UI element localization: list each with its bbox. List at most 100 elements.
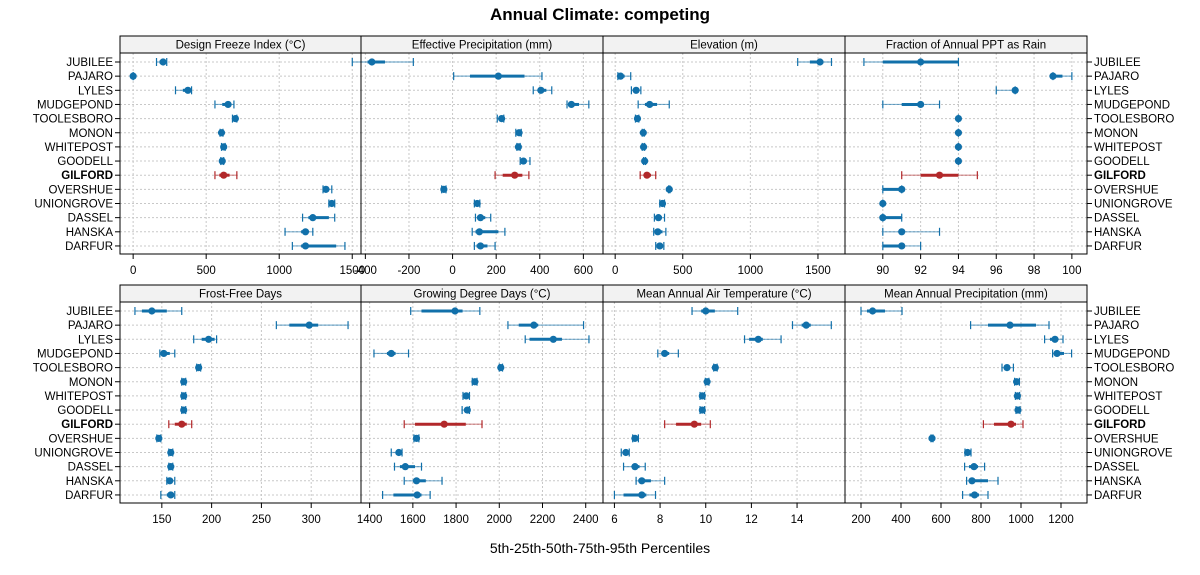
data-row-uniongrove (658, 199, 667, 208)
x-tick-label: 1500 (805, 265, 831, 277)
data-row-whitepost (220, 142, 228, 151)
data-row-gilford (403, 420, 483, 429)
data-row-dassel (879, 213, 903, 222)
data-row-goodell (641, 157, 649, 166)
x-tick-label: 0 (130, 265, 136, 277)
x-tick-label: 0 (612, 265, 618, 277)
row-label-left: HANSKA (66, 227, 114, 239)
row-label-left: DARFUR (65, 490, 113, 502)
data-row-overshue (440, 185, 448, 194)
median-point (475, 228, 483, 236)
x-tick-label: 6 (611, 514, 617, 526)
data-row-dassel (963, 462, 986, 471)
data-row-overshue (322, 185, 333, 194)
median-point (167, 448, 175, 457)
data-row-toolesboro (1001, 363, 1015, 372)
data-row-mudgepond (637, 100, 670, 109)
data-row-mudgepond (373, 349, 410, 358)
median-point (702, 307, 710, 315)
median-point (654, 214, 663, 222)
data-row-uniongrove (879, 199, 887, 208)
data-row-lyles (193, 335, 218, 344)
median-point (639, 143, 648, 151)
x-tick-label: -200 (397, 265, 420, 277)
x-tick-label: 8 (657, 514, 663, 526)
x-tick-label: 96 (990, 265, 1003, 277)
row-label-right: DASSEL (1094, 213, 1140, 225)
x-tick-label: 150 (152, 514, 171, 526)
panel-border (119, 52, 362, 255)
median-point (1006, 321, 1014, 329)
x-tick-label: 400 (530, 265, 549, 277)
row-label-left: WHITEPOST (45, 391, 113, 403)
row-label-left: LYLES (78, 334, 113, 346)
data-row-goodell (1014, 406, 1022, 415)
data-row-mudgepond (214, 100, 235, 109)
median-point (218, 157, 226, 165)
x-tick-label: 94 (952, 265, 965, 277)
panel: Design Freeze Index (°C) 0 500 1000 1500 (119, 35, 365, 277)
row-label-right: LYLES (1094, 334, 1129, 346)
data-row-hanska (635, 476, 666, 485)
data-row-lyles (532, 86, 553, 95)
x-tick-label: 1800 (443, 514, 469, 526)
data-row-hanska (284, 227, 314, 236)
median-point (632, 86, 640, 94)
panel-title: Frost-Free Days (199, 289, 282, 301)
data-row-goodell (180, 406, 188, 415)
median-point (205, 335, 213, 343)
median-point (220, 171, 228, 179)
data-row-dassel (301, 213, 336, 222)
data-row-hanska (471, 227, 506, 236)
data-row-whitepost (462, 391, 471, 400)
data-row-pajaro (616, 72, 632, 81)
data-row-uniongrove (964, 448, 972, 457)
data-row-toolesboro (496, 114, 506, 123)
chart-title: Annual Climate: competing (489, 5, 711, 24)
data-row-gilford (214, 171, 238, 180)
row-label-left: DARFUR (65, 241, 113, 253)
median-point (646, 100, 654, 109)
row-label-left: LYLES (78, 85, 113, 97)
data-row-toolesboro (231, 114, 239, 123)
median-point (440, 420, 448, 428)
median-point (494, 72, 502, 80)
median-point (301, 242, 310, 250)
median-point (1013, 392, 1022, 400)
data-row-gilford (982, 420, 1024, 429)
data-row-monon (1013, 377, 1021, 386)
panel-border (119, 301, 362, 504)
data-row-uniongrove (473, 199, 481, 208)
data-row-gilford (168, 420, 193, 429)
median-point (567, 100, 575, 109)
data-row-toolesboro (195, 363, 203, 372)
x-tick-label: 200 (202, 514, 221, 526)
row-label-right: UNIONGROVE (1094, 199, 1173, 211)
median-point (514, 143, 523, 151)
median-point (754, 335, 762, 343)
median-point (656, 242, 664, 250)
data-row-darfur (160, 490, 176, 499)
data-row-monon (471, 377, 479, 386)
data-row-whitepost (639, 142, 648, 151)
x-tick-label: 1000 (738, 265, 764, 277)
median-point (631, 434, 639, 442)
median-point (643, 171, 651, 179)
data-row-dassel (622, 462, 646, 471)
data-row-lyles (1043, 335, 1064, 344)
row-label-right: TOOLESBORO (1094, 114, 1174, 126)
median-point (167, 491, 175, 499)
x-tick-label: 1000 (1008, 514, 1034, 526)
data-row-lyles (995, 86, 1019, 95)
panel-title: Fraction of Annual PPT as Rain (886, 40, 1046, 52)
data-row-hanska (882, 227, 941, 236)
x-tick-label: 10 (699, 514, 712, 526)
row-label-left: MONON (69, 128, 113, 140)
row-label-left: DASSEL (68, 213, 114, 225)
median-point (387, 349, 395, 358)
median-point (322, 185, 330, 193)
row-label-left: DASSEL (68, 462, 114, 474)
median-point (473, 199, 481, 208)
data-row-monon (703, 377, 711, 386)
